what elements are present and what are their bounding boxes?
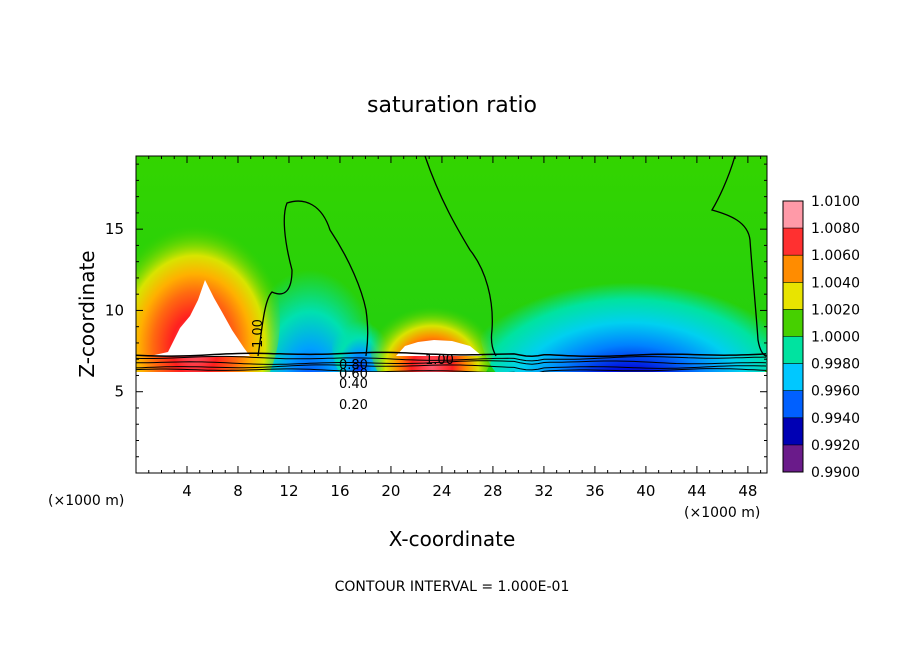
x-tick-label: 16 [330, 482, 349, 500]
colorbar-label: 0.9900 [811, 465, 860, 481]
x-tick-label: 12 [279, 482, 298, 500]
colorbar-label: 1.0060 [811, 248, 860, 264]
colorbar-segment [783, 255, 803, 283]
colorbar-label: 1.0080 [811, 221, 860, 237]
x-axis-title: X-coordinate [389, 527, 516, 551]
lower-contour-lines [136, 351, 767, 372]
colorbar-segment [783, 336, 803, 365]
contour-label-4: 0.60 [339, 367, 368, 382]
x-tick-label: 20 [381, 482, 400, 500]
colorbar-segment [783, 228, 803, 256]
contour-line [136, 368, 767, 372]
colorbar-label: 1.0000 [811, 330, 860, 346]
colorbar-label: 0.9980 [811, 357, 860, 373]
x-tick-label: 44 [687, 482, 706, 500]
colorbar-label: 1.0020 [811, 302, 860, 318]
y-tick-label: 5 [114, 383, 124, 401]
colorbar-segment [783, 201, 803, 229]
contour-interval-note: CONTOUR INTERVAL = 1.000E-01 [335, 579, 570, 595]
contour-1-00 [257, 156, 767, 357]
x-unit-label-right: (×1000 m) [684, 505, 760, 521]
colorbar-segment [783, 417, 803, 446]
x-tick-label: 32 [534, 482, 553, 500]
contour-label-2: 1.00 [425, 353, 454, 368]
colorbar-label: 0.9940 [811, 411, 860, 427]
contour-line [136, 364, 767, 371]
chart-title: saturation ratio [367, 93, 537, 118]
colorbar-segment [783, 282, 803, 310]
colorbar-segment [783, 363, 803, 392]
x-unit-label-left: (×1000 m) [48, 493, 124, 509]
white-pocket-mid [396, 340, 482, 356]
contour-labels: 1.00 1.00 0.80 0.60 0.40 0.20 [251, 319, 454, 413]
x-tick-label: 4 [182, 482, 192, 500]
y-tick-label: 10 [105, 301, 124, 319]
heatmap-field [136, 156, 767, 372]
colorbar-label: 0.9960 [811, 384, 860, 400]
contour-line [136, 355, 767, 362]
x-tick-label: 8 [233, 482, 243, 500]
x-tick-label: 36 [585, 482, 604, 500]
colorbar-segment [783, 390, 803, 419]
cloud-region-blue-right [480, 235, 767, 372]
x-tick-label: 28 [483, 482, 502, 500]
colorbar-label: 1.0040 [811, 275, 860, 291]
x-tick-label: 40 [636, 482, 655, 500]
y-axis-title: Z-coordinate [75, 250, 99, 377]
colorbar: 1.0100 1.0080 1.0060 1.0040 1.0020 1.0000 0.99… [782, 194, 860, 481]
white-pocket-left [150, 280, 250, 356]
contour-label-1: 1.00 [251, 319, 266, 348]
contour-label-3: 0.80 [339, 358, 368, 373]
x-tick-label: 48 [738, 482, 757, 500]
contour-line [136, 360, 767, 365]
x-axis: 4 8 12 16 20 24 28 32 36 40 44 48 [148, 156, 762, 500]
y-axis: 5 10 15 [105, 163, 767, 458]
colorbar-segment [783, 309, 803, 337]
contour-line [136, 351, 767, 358]
y-tick-label: 15 [105, 220, 124, 238]
contour-label-6: 0.20 [339, 398, 368, 413]
colorbar-label: 0.9920 [811, 438, 860, 454]
colorbar-label: 1.0100 [811, 194, 860, 210]
x-tick-label: 24 [432, 482, 451, 500]
contour-label-5: 0.40 [339, 377, 368, 392]
colorbar-segment [783, 444, 803, 473]
plot-frame [135, 155, 768, 474]
